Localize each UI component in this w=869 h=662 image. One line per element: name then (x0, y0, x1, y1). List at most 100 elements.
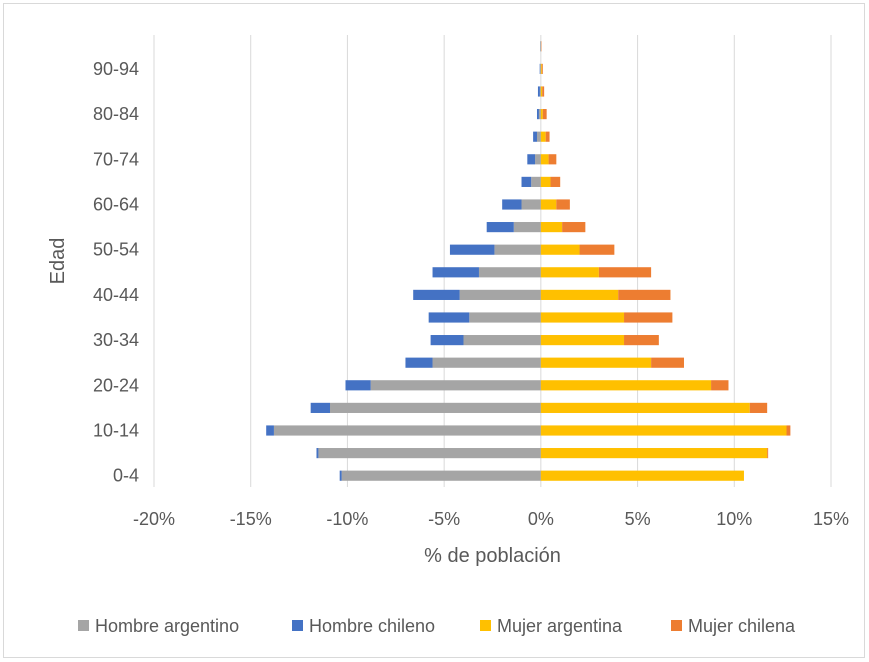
y-tick-label: 40-44 (93, 285, 139, 305)
bar-hombre-argentino-25-29 (432, 357, 541, 368)
bar-mujer-chilena-60-64 (556, 199, 570, 210)
legend-swatch (292, 620, 303, 631)
x-axis-title: % de población (424, 545, 561, 567)
bar-hombre-chileno-45-49 (432, 267, 479, 278)
bar-mujer-chilena-15-19 (749, 402, 768, 413)
bar-mujer-argentina-10-14 (540, 425, 787, 436)
bar-hombre-argentino-5-9 (318, 448, 541, 459)
bar-mujer-argentina-40-44 (540, 289, 619, 300)
x-tick-label: 15% (813, 509, 849, 529)
bar-hombre-chileno-85-89 (537, 86, 540, 97)
bar-hombre-chileno-10-14 (266, 425, 274, 436)
bar-hombre-chileno-15-19 (310, 402, 331, 413)
y-axis-title: Edad (47, 238, 69, 285)
bar-hombre-chileno-40-44 (413, 289, 460, 300)
bar-mujer-chilena-50-54 (579, 244, 615, 255)
bar-hombre-argentino-60-64 (521, 199, 541, 210)
bar-hombre-chileno-90-94 (539, 63, 541, 74)
bar-hombre-argentino-70-74 (535, 154, 541, 165)
bar-hombre-argentino-10-14 (273, 425, 541, 436)
bar-mujer-chilena-40-44 (618, 289, 671, 300)
bar-mujer-chilena-10-14 (786, 425, 791, 436)
bar-hombre-chileno-5-9 (316, 448, 319, 459)
x-tick-labels: -20% -15% -10% -5% 0% 5% 10% 15% (133, 509, 849, 529)
bars (266, 41, 791, 481)
bar-mujer-argentina-55-59 (540, 222, 563, 233)
bar-mujer-argentina-15-19 (540, 402, 750, 413)
bar-mujer-chilena-20-24 (711, 380, 729, 391)
legend-swatch (480, 620, 491, 631)
y-tick-label: 70-74 (93, 149, 139, 169)
bar-hombre-argentino-0-4 (341, 470, 541, 481)
y-tick-label: 10-14 (93, 421, 139, 441)
bar-hombre-argentino-35-39 (469, 312, 541, 323)
x-tick-label: -15% (230, 509, 272, 529)
bar-hombre-argentino-55-59 (513, 222, 541, 233)
bar-mujer-chilena-30-34 (624, 335, 659, 346)
y-tick-label: 0-4 (113, 466, 139, 486)
bar-mujer-chilena-70-74 (548, 154, 557, 165)
bar-mujer-argentina-30-34 (540, 335, 625, 346)
bar-mujer-argentina-60-64 (540, 199, 557, 210)
legend-label: Hombre chileno (309, 616, 435, 636)
bar-mujer-chilena-75-79 (545, 131, 550, 142)
bar-hombre-chileno-80-84 (536, 109, 539, 120)
bar-hombre-argentino-30-34 (463, 335, 541, 346)
y-tick-label: 50-54 (93, 240, 139, 260)
x-tick-label: -5% (428, 509, 460, 529)
gridlines (153, 35, 832, 487)
bar-hombre-chileno-55-59 (486, 222, 514, 233)
bar-hombre-argentino-15-19 (330, 402, 541, 413)
bar-mujer-argentina-35-39 (540, 312, 625, 323)
bar-mujer-argentina-25-29 (540, 357, 652, 368)
bar-mujer-argentina-65-69 (540, 176, 551, 187)
bar-hombre-chileno-35-39 (428, 312, 470, 323)
bar-hombre-chileno-60-64 (502, 199, 522, 210)
y-tick-label: 60-64 (93, 195, 139, 215)
y-tick-label: 90-94 (93, 59, 139, 79)
bar-hombre-argentino-45-49 (478, 267, 541, 278)
bar-mujer-argentina-80-84 (540, 109, 543, 120)
bar-mujer-argentina-20-24 (540, 380, 712, 391)
bar-mujer-argentina-0-4 (540, 470, 744, 481)
bar-mujer-chilena-85-89 (542, 86, 545, 97)
x-tick-label: 0% (528, 509, 554, 529)
bar-hombre-argentino-80-84 (538, 109, 541, 120)
legend-swatch (671, 620, 682, 631)
bar-hombre-chileno-75-79 (533, 131, 537, 142)
bar-mujer-chilena-25-29 (651, 357, 684, 368)
bar-mujer-argentina-5-9 (540, 448, 768, 459)
bar-hombre-chileno-25-29 (405, 357, 433, 368)
bar-hombre-argentino-85-89 (539, 86, 541, 97)
bar-hombre-chileno-30-34 (430, 335, 464, 346)
y-tick-label: 80-84 (93, 104, 139, 124)
bar-mujer-argentina-90-94 (540, 63, 542, 74)
y-tick-label: 30-34 (93, 330, 139, 350)
bar-hombre-argentino-75-79 (536, 131, 541, 142)
x-tick-label: -20% (133, 509, 175, 529)
bar-hombre-chileno-0-4 (339, 470, 342, 481)
legend-swatch (78, 620, 89, 631)
x-tick-label: -10% (326, 509, 368, 529)
legend-label: Mujer argentina (497, 616, 623, 636)
bar-mujer-chilena-35-39 (624, 312, 673, 323)
bar-hombre-argentino-65-69 (531, 176, 541, 187)
bar-hombre-chileno-20-24 (345, 380, 371, 391)
x-tick-label: 5% (625, 509, 651, 529)
bar-mujer-argentina-85-89 (540, 86, 543, 97)
bar-mujer-chilena-80-84 (542, 109, 547, 120)
bar-mujer-chilena-45-49 (598, 267, 652, 278)
chart-frame (3, 3, 865, 658)
x-tick-label: 10% (716, 509, 752, 529)
bar-mujer-argentina-75-79 (540, 131, 546, 142)
bar-mujer-argentina-45-49 (540, 267, 599, 278)
bar-hombre-argentino-50-54 (494, 244, 541, 255)
y-tick-label: 20-24 (93, 375, 139, 395)
bar-hombre-argentino-90-94 (540, 63, 541, 74)
bar-mujer-chilena-55-59 (562, 222, 586, 233)
bar-mujer-chilena-5-9 (767, 448, 769, 459)
bar-mujer-chilena-90-94 (541, 63, 543, 74)
bar-hombre-argentino-20-24 (370, 380, 541, 391)
legend-label: Mujer chilena (688, 616, 796, 636)
bar-mujer-argentina-50-54 (540, 244, 580, 255)
